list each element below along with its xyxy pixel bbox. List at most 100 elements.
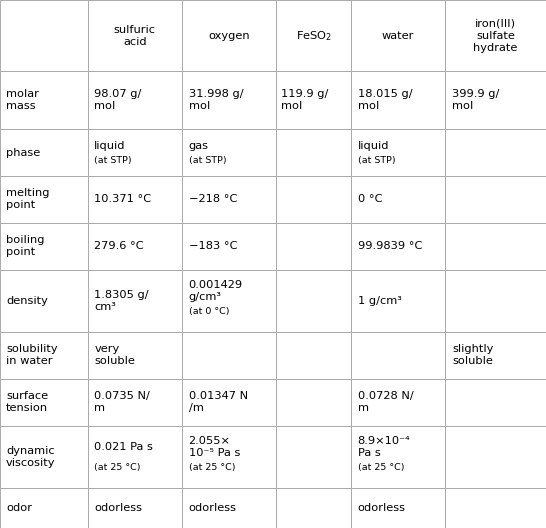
Bar — [351, 379, 445, 426]
Bar — [0, 223, 88, 270]
Text: 0.0735 N/
m: 0.0735 N/ m — [94, 391, 150, 413]
Text: 10.371 °C: 10.371 °C — [94, 194, 151, 204]
Text: (at STP): (at STP) — [188, 156, 226, 165]
Text: odorless: odorless — [94, 503, 143, 513]
Text: molar
mass: molar mass — [6, 89, 39, 111]
Text: (at STP): (at STP) — [358, 156, 395, 165]
Text: slightly
soluble: slightly soluble — [452, 344, 494, 366]
Bar — [88, 176, 182, 223]
Bar — [182, 379, 276, 426]
Text: solubility
in water: solubility in water — [6, 344, 58, 366]
Bar — [0, 379, 88, 426]
Text: surface
tension: surface tension — [6, 391, 48, 413]
Bar — [88, 270, 182, 332]
Text: 0 °C: 0 °C — [358, 194, 382, 204]
Bar — [276, 426, 351, 488]
Text: FeSO$_2$: FeSO$_2$ — [295, 29, 331, 43]
Bar — [445, 332, 546, 379]
Bar — [182, 223, 276, 270]
Text: 119.9 g/
mol: 119.9 g/ mol — [282, 89, 329, 111]
Text: gas: gas — [188, 140, 209, 150]
Bar — [276, 223, 351, 270]
Text: 0.01347 N
/m: 0.01347 N /m — [188, 391, 248, 413]
Text: liquid: liquid — [358, 140, 389, 150]
Bar — [445, 379, 546, 426]
Bar — [276, 270, 351, 332]
Bar — [445, 129, 546, 176]
Text: 0.0728 N/
m: 0.0728 N/ m — [358, 391, 413, 413]
Text: 279.6 °C: 279.6 °C — [94, 241, 144, 251]
Text: odor: odor — [6, 503, 32, 513]
Bar — [182, 426, 276, 488]
Text: 1.8305 g/
cm³: 1.8305 g/ cm³ — [94, 290, 149, 312]
Bar — [182, 71, 276, 129]
Bar — [445, 488, 546, 528]
Bar — [88, 488, 182, 528]
Text: 0.001429
g/cm³: 0.001429 g/cm³ — [188, 280, 243, 303]
Text: water: water — [382, 31, 414, 41]
Bar — [182, 270, 276, 332]
Text: oxygen: oxygen — [209, 31, 250, 41]
Text: sulfuric
acid: sulfuric acid — [114, 25, 156, 46]
Bar — [445, 71, 546, 129]
Bar — [88, 129, 182, 176]
Bar — [0, 176, 88, 223]
Bar — [0, 270, 88, 332]
Bar — [445, 270, 546, 332]
Bar — [351, 223, 445, 270]
Text: dynamic
viscosity: dynamic viscosity — [6, 446, 56, 468]
Text: phase: phase — [6, 148, 40, 157]
Bar — [0, 488, 88, 528]
Bar — [351, 270, 445, 332]
Text: odorless: odorless — [358, 503, 406, 513]
Bar — [182, 488, 276, 528]
Bar — [351, 71, 445, 129]
Text: 0.021 Pa s: 0.021 Pa s — [94, 442, 153, 452]
Bar — [88, 332, 182, 379]
Bar — [276, 176, 351, 223]
Text: 8.9×10⁻⁴
Pa s: 8.9×10⁻⁴ Pa s — [358, 436, 410, 458]
Bar — [351, 129, 445, 176]
Text: 18.015 g/
mol: 18.015 g/ mol — [358, 89, 412, 111]
Bar — [0, 332, 88, 379]
Bar — [276, 129, 351, 176]
Bar — [351, 332, 445, 379]
Bar — [88, 379, 182, 426]
Bar — [0, 129, 88, 176]
Text: 2.055×
10⁻⁵ Pa s: 2.055× 10⁻⁵ Pa s — [188, 436, 240, 458]
Text: (at 25 °C): (at 25 °C) — [188, 463, 235, 472]
Text: 99.9839 °C: 99.9839 °C — [358, 241, 422, 251]
Text: very
soluble: very soluble — [94, 344, 135, 366]
Bar — [88, 426, 182, 488]
Text: −183 °C: −183 °C — [188, 241, 237, 251]
Bar — [445, 0, 546, 71]
Bar — [445, 223, 546, 270]
Text: 1 g/cm³: 1 g/cm³ — [358, 296, 401, 306]
Bar — [276, 71, 351, 129]
Text: −218 °C: −218 °C — [188, 194, 237, 204]
Bar — [0, 71, 88, 129]
Bar — [0, 426, 88, 488]
Bar — [0, 0, 88, 71]
Bar — [276, 332, 351, 379]
Bar — [88, 223, 182, 270]
Text: 31.998 g/
mol: 31.998 g/ mol — [188, 89, 243, 111]
Bar — [351, 176, 445, 223]
Bar — [445, 426, 546, 488]
Text: melting
point: melting point — [6, 188, 50, 210]
Bar — [276, 379, 351, 426]
Text: 98.07 g/
mol: 98.07 g/ mol — [94, 89, 142, 111]
Text: (at 25 °C): (at 25 °C) — [94, 463, 141, 472]
Text: (at 0 °C): (at 0 °C) — [188, 307, 229, 316]
Bar — [351, 0, 445, 71]
Text: iron(III)
sulfate
hydrate: iron(III) sulfate hydrate — [473, 18, 518, 53]
Bar — [445, 176, 546, 223]
Bar — [276, 488, 351, 528]
Text: 399.9 g/
mol: 399.9 g/ mol — [452, 89, 500, 111]
Bar — [351, 426, 445, 488]
Text: density: density — [6, 296, 48, 306]
Bar — [182, 129, 276, 176]
Bar — [182, 176, 276, 223]
Bar — [88, 0, 182, 71]
Bar — [182, 0, 276, 71]
